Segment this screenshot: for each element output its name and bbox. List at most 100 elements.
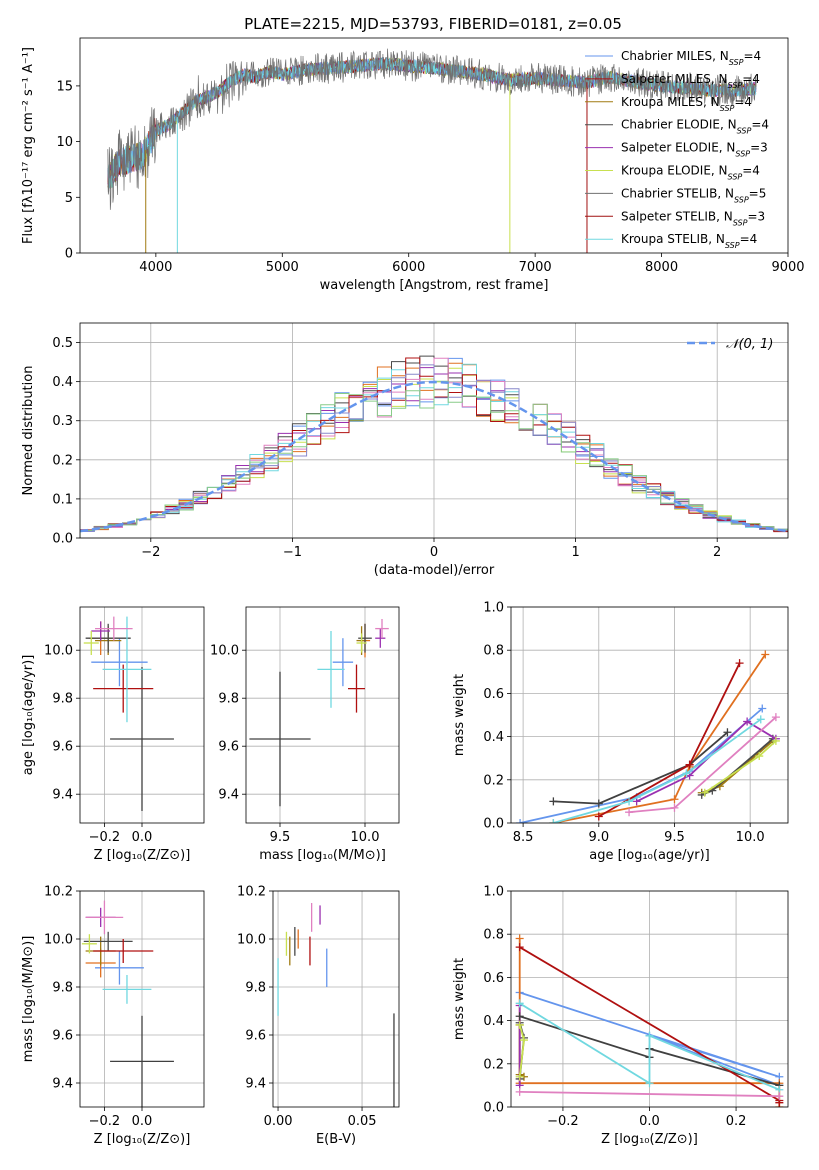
mass-weight-marker — [594, 799, 603, 808]
y-tick-label: 10.0 — [44, 933, 73, 948]
mass-weight-marker — [515, 1087, 524, 1096]
y-tick-label: 10.2 — [237, 885, 266, 900]
legend-entry: Kroupa MILES, NSSP=4 — [621, 95, 752, 113]
y-axis-label: mass [log₁₀(M/M⊙)] — [21, 936, 36, 1063]
y-tick-label: 0.3 — [52, 414, 73, 429]
mass-weight-marker — [685, 760, 694, 769]
y-tick-label: 0.2 — [483, 1057, 504, 1072]
x-axis-label: mass [log₁₀(M/M⊙)] — [259, 848, 386, 863]
mass-weight-marker — [756, 715, 765, 724]
x-tick-label: 1 — [571, 545, 579, 560]
legend-entry: Kroupa ELODIE, NSSP=4 — [621, 164, 760, 182]
x-tick-label: 0.0 — [132, 1114, 153, 1129]
y-tick-label: 0.4 — [52, 375, 73, 390]
x-tick-label: −0.2 — [89, 830, 121, 845]
x-tick-label: 9.5 — [270, 830, 291, 845]
y-tick-label: 15 — [56, 79, 73, 94]
x-tick-label: 7000 — [519, 260, 552, 275]
x-tick-label: 10.0 — [736, 830, 765, 845]
spectrum-line — [107, 48, 757, 210]
mass-weight-marker — [761, 650, 770, 659]
y-tick-label: 0.0 — [52, 532, 73, 547]
y-tick-label: 0 — [65, 247, 73, 262]
y-tick-label: 0.2 — [52, 453, 73, 468]
x-tick-label: 0.05 — [348, 1114, 377, 1129]
y-tick-label: 1.0 — [483, 601, 504, 616]
axes-frame — [79, 37, 789, 254]
residual-histogram — [80, 380, 788, 538]
y-tick-label: 0.2 — [483, 773, 504, 788]
legend-entry: Chabrier MILES, NSSP=4 — [621, 49, 761, 67]
mass-weight-marker — [549, 797, 558, 806]
normal-curve — [80, 380, 788, 533]
panel-spectrum: 4000 5000 6000 7000 8000 9000 0 5 10 15 wavelength… — [21, 37, 805, 293]
y-tick-label: 0.0 — [483, 817, 504, 832]
axes-frame — [272, 890, 400, 1108]
mass-weight-line — [636, 720, 777, 803]
mass-weight-marker — [515, 943, 524, 952]
panel-age_vs_z: −0.2 0.0 9.4 9.6 9.8 10.0 Z [log₁₀(Z/Z⊙)] age [… — [21, 606, 205, 863]
mass-weight-marker — [515, 934, 524, 943]
mass-weight-marker — [700, 788, 709, 797]
y-tick-label: 0.8 — [483, 644, 504, 659]
x-axis-label: Z [log₁₀(Z/Z⊙)] — [94, 848, 191, 863]
mass-weight-marker — [682, 769, 691, 778]
plot-area — [249, 619, 389, 807]
x-tick-label: 0.0 — [639, 1114, 660, 1129]
y-tick-label: 0.6 — [483, 971, 504, 986]
y-tick-label: 9.6 — [52, 1029, 73, 1044]
y-tick-label: 0.6 — [483, 687, 504, 702]
x-axis-label: Z [log₁₀(Z/Z⊙)] — [601, 1132, 698, 1147]
y-tick-label: 0.4 — [483, 1014, 504, 1029]
mass-weight-marker — [645, 1031, 654, 1040]
x-axis-label: age [log₁₀(age/yr)] — [589, 848, 710, 863]
x-tick-label: 5000 — [266, 260, 299, 275]
panel-mass_vs_z: −0.2 0.0 9.4 9.6 9.8 10.0 10.2 Z [log₁₀(Z/Z⊙)] m… — [21, 885, 205, 1147]
mass-weight-marker — [515, 1012, 524, 1021]
panel-mw_vs_age: 8.5 9.0 9.5 10.0 0.0 0.2 0.4 0.6 0.8 1.0 age [log₁… — [452, 601, 789, 863]
y-tick-label: 0.1 — [52, 492, 73, 507]
panel-mw_vs_z: −0.2 0.0 0.2 0.0 0.2 0.4 0.6 0.8 1.0 Z [log₁₀(Z/Z… — [452, 885, 789, 1147]
x-tick-label: 9.5 — [664, 830, 685, 845]
mass-weight-line — [553, 731, 729, 805]
y-tick-label: 9.6 — [245, 1029, 266, 1044]
mass-weight-marker — [771, 713, 780, 722]
y-tick-label: 1.0 — [483, 885, 504, 900]
axes-frame — [510, 606, 789, 824]
mass-weight-line — [553, 653, 767, 823]
y-tick-label: 10.0 — [210, 644, 239, 659]
legend-entry: Salpeter MILES, NSSP=4 — [621, 72, 760, 90]
x-tick-label: 0.00 — [264, 1114, 293, 1129]
mass-weight-marker — [755, 752, 764, 761]
y-axis-label: Flux [fλ10⁻¹⁷ erg cm⁻² s⁻¹ A⁻¹] — [21, 47, 36, 244]
mass-weight-marker — [594, 812, 603, 821]
legend-entry: Salpeter ELODIE, NSSP=3 — [621, 141, 768, 159]
mass-weight-marker — [735, 659, 744, 668]
plot-area — [81, 900, 174, 1107]
legend-entry: Chabrier ELODIE, NSSP=4 — [621, 118, 769, 136]
y-tick-label: 10.0 — [44, 644, 73, 659]
mass-weight-marker — [625, 797, 634, 806]
y-tick-label: 9.8 — [218, 692, 239, 707]
y-tick-label: 9.8 — [245, 981, 266, 996]
x-tick-label: 9.0 — [588, 830, 609, 845]
legend-entry: Salpeter STELIB, NSSP=3 — [621, 209, 765, 227]
mass-weight-line — [629, 716, 777, 814]
mass-weight-marker — [645, 1079, 654, 1088]
y-tick-label: 0.4 — [483, 730, 504, 745]
plot-area — [277, 903, 395, 1107]
x-tick-label: 0 — [430, 545, 438, 560]
y-tick-label: 9.8 — [52, 692, 73, 707]
y-tick-label: 9.4 — [52, 788, 73, 803]
y-tick-label: 9.6 — [52, 740, 73, 755]
y-tick-label: 9.6 — [218, 740, 239, 755]
x-tick-label: −0.2 — [89, 1114, 121, 1129]
y-tick-label: 9.4 — [218, 788, 239, 803]
mass-weight-line — [701, 738, 774, 796]
y-tick-label: 9.4 — [245, 1077, 266, 1092]
axes-frame — [79, 322, 789, 539]
x-axis-label: (data-model)/error — [374, 563, 495, 578]
mass-weight-marker — [771, 736, 780, 745]
axes-frame — [510, 890, 789, 1108]
